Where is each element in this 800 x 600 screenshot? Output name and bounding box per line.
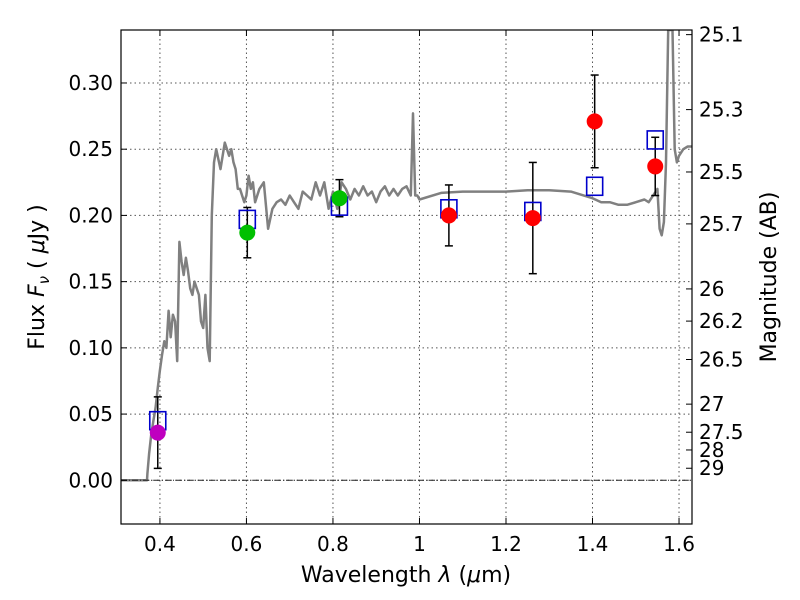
x-axis-title: Wavelength λ (μm) <box>301 563 511 588</box>
y2-tick-label: 27.5 <box>699 420 744 444</box>
y-tick-label: 0.00 <box>68 468 113 492</box>
y-tick-label: 0.10 <box>68 336 113 360</box>
x-tick-label: 1.4 <box>577 532 609 556</box>
photometry-point <box>524 210 541 227</box>
y-tick-label: 0.30 <box>68 71 113 95</box>
y2-tick-label: 25.5 <box>699 160 744 184</box>
y-tick-labels: 0.00 0.05 0.10 0.15 0.20 0.25 0.30 <box>68 71 113 492</box>
photometry-point <box>440 207 457 224</box>
y-tick-label: 0.20 <box>68 203 113 227</box>
photometry-points <box>149 113 664 441</box>
x-tick-label: 1.6 <box>663 532 695 556</box>
photometry-point <box>239 224 256 241</box>
x-tick-label: 1.2 <box>490 532 522 556</box>
photometry-point <box>149 424 166 441</box>
y2-tick-label: 26.5 <box>699 348 744 372</box>
y2-axis-title: Magnitude (AB) <box>757 192 782 363</box>
model-square <box>585 176 604 197</box>
x-tick-label: 1 <box>413 532 426 556</box>
y-axis-title: Flux Fν ( μJy ) <box>25 204 53 349</box>
y2-tick-label: 28 <box>699 438 724 462</box>
y-tick-label: 0.25 <box>68 137 113 161</box>
model-square <box>646 130 665 150</box>
photometry-point <box>586 113 603 130</box>
sed-model-line <box>121 30 692 482</box>
sed-model-path <box>121 30 692 482</box>
y2-tick-label: 25.3 <box>699 98 744 122</box>
x-tick-labels: 0.4 0.6 0.8 1 1.2 1.4 1.6 <box>144 532 695 556</box>
photometry-point <box>331 190 348 207</box>
x-tick-label: 0.6 <box>231 532 263 556</box>
y2-tick-label: 29 <box>699 456 724 480</box>
axis-ticks <box>121 30 692 524</box>
plot-frame <box>120 29 693 525</box>
x-tick-label: 0.4 <box>144 532 176 556</box>
y-tick-label: 0.05 <box>68 402 113 426</box>
x-tick-label: 0.8 <box>317 532 349 556</box>
y2-tick-label: 26 <box>699 277 724 301</box>
grid <box>121 30 692 524</box>
y-tick-label: 0.15 <box>68 270 113 294</box>
y2-tick-label: 27 <box>699 392 724 416</box>
error-bars <box>153 74 660 470</box>
model-photometry-squares <box>148 130 665 431</box>
y2-tick-label: 25.1 <box>699 23 744 47</box>
photometry-point <box>647 158 664 175</box>
y2-tick-label: 26.2 <box>699 309 744 333</box>
y2-tick-label: 25.7 <box>699 212 744 236</box>
